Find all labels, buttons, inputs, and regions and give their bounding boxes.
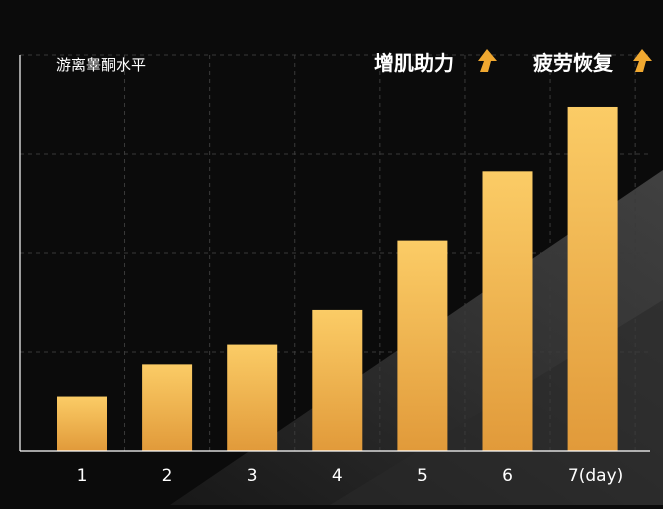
bar-day-3 [227, 344, 278, 451]
annotation-muscle-label: 增肌助力 [374, 51, 454, 75]
annotation-muscle: 增肌助力 [374, 49, 497, 75]
bar-day-7 [567, 106, 618, 451]
y-axis-label: 游离睾酮水平 [56, 56, 146, 74]
bar-day-1 [57, 396, 107, 451]
bar-day-5 [397, 240, 448, 451]
bar-day-6 [482, 171, 533, 451]
up-arrow-icon [478, 49, 497, 72]
x-tick-label-1: 1 [77, 466, 88, 486]
x-tick-label-6: 6 [502, 466, 513, 486]
up-arrow-icon [633, 49, 652, 72]
annotation-recovery-label: 疲劳恢复 [533, 51, 614, 75]
x-tick-label-5: 5 [417, 466, 428, 486]
x-tick-label-2: 2 [162, 466, 173, 486]
bar-day-2 [142, 364, 193, 451]
annotation-recovery: 疲劳恢复 [533, 49, 652, 75]
x-tick-label-3: 3 [247, 466, 258, 486]
x-tick-label-7: 7(day) [568, 466, 623, 486]
x-tick-label-4: 4 [332, 466, 343, 486]
bar-day-4 [312, 309, 363, 451]
